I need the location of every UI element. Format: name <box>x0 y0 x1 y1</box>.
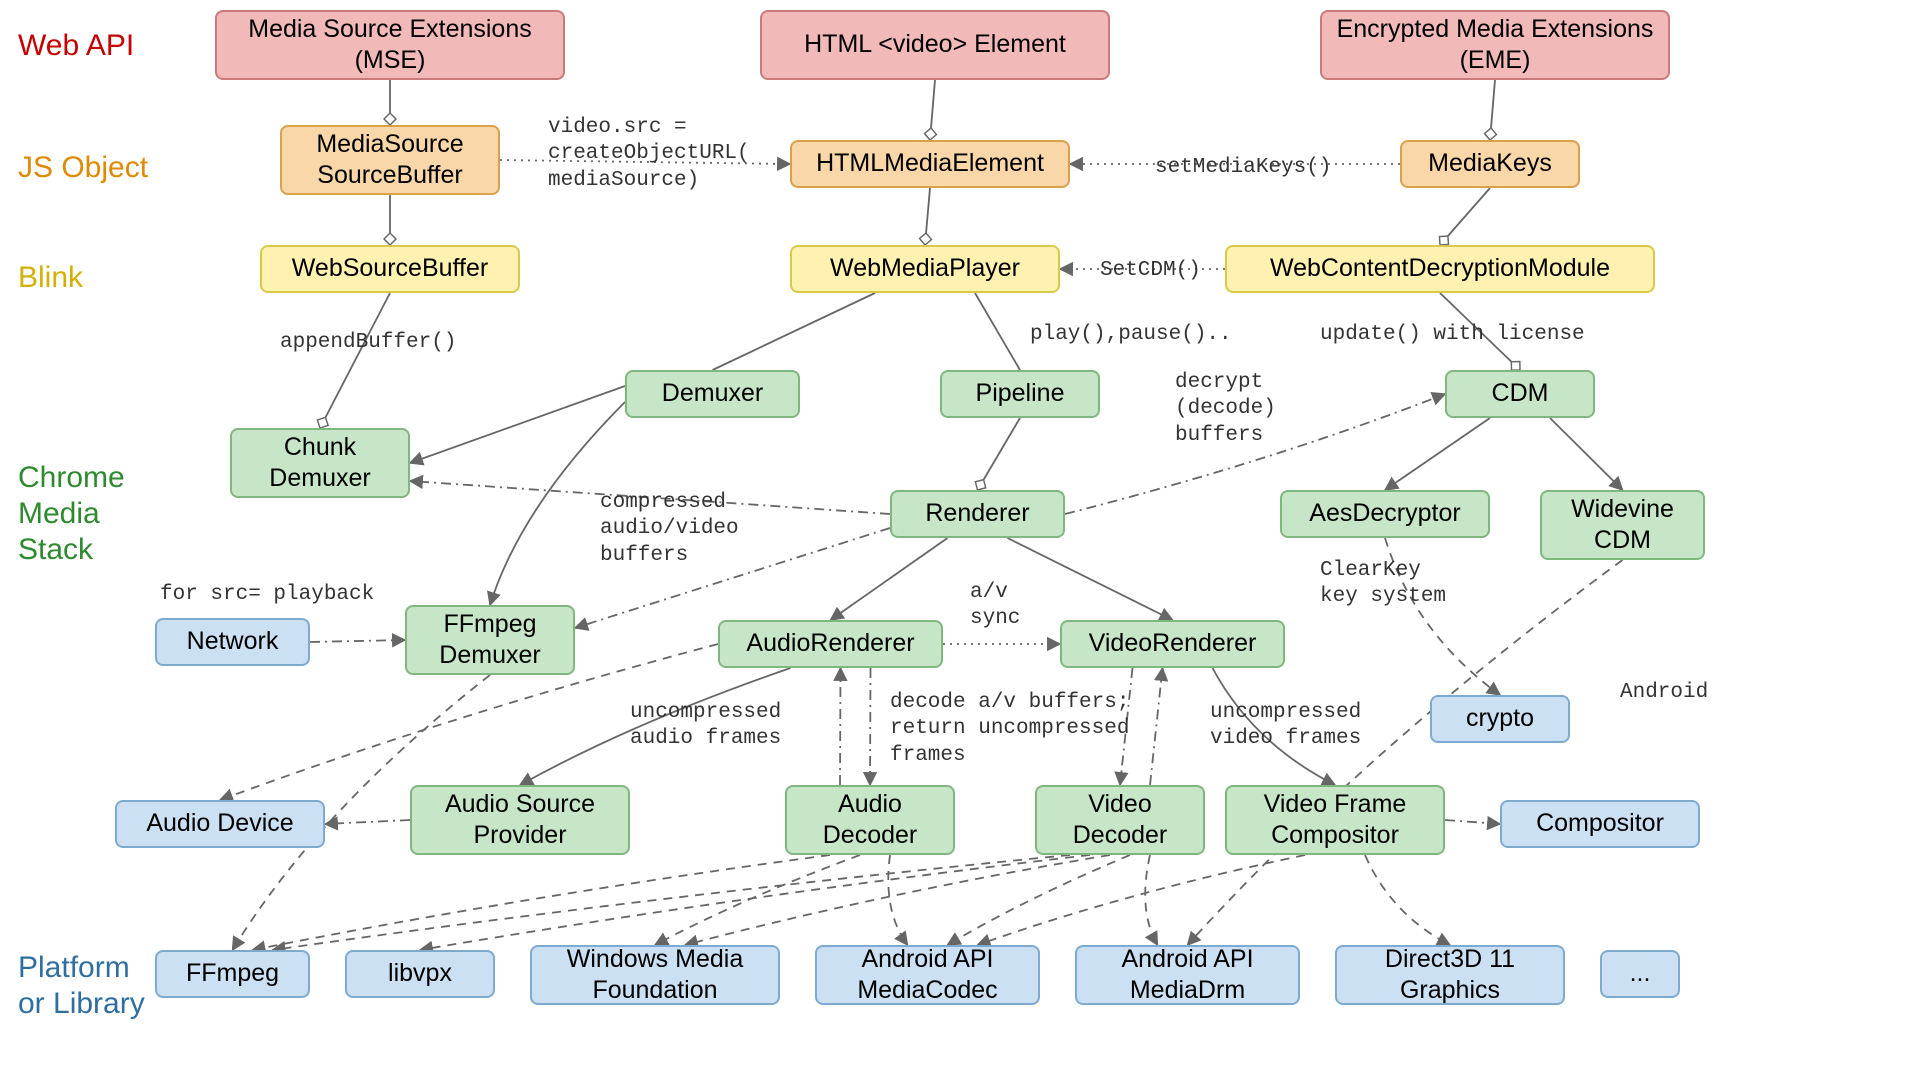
edge-wmp-to-pipeline <box>975 293 1020 370</box>
edge-label-el-setcdm: SetCDM() <box>1100 258 1201 284</box>
edge-asp-to-audiodev <box>325 820 410 824</box>
edge-audiodec-to-amc <box>888 855 907 945</box>
edge-videodec-to-amd <box>1145 855 1157 945</box>
edge-eme-to-mediakeys <box>1490 80 1495 140</box>
node-eme: Encrypted Media Extensions (EME) <box>1320 10 1670 80</box>
node-mse: Media Source Extensions (MSE) <box>215 10 565 80</box>
edge-label-el-src: for src= playback <box>160 582 374 608</box>
edge-audiodec-to-ffmpeg <box>253 855 831 950</box>
node-ffmpegdmx: FFmpeg Demuxer <box>405 605 575 675</box>
edge-label-el-decrypt: decrypt (decode) buffers <box>1175 370 1276 449</box>
edge-video-el-to-html-me <box>930 80 935 140</box>
edge-audiodec-to-audiorend <box>840 668 841 785</box>
edge-cdm-to-aesdec <box>1385 418 1490 490</box>
node-chunkdmx: Chunk Demuxer <box>230 428 410 498</box>
edge-label-el-compressed: compressed audio/video buffers <box>600 490 739 569</box>
edge-wsb-to-chunkdmx <box>320 293 390 428</box>
layer-label-blink: Blink <box>18 260 83 296</box>
edge-cdm-to-widevine <box>1550 418 1623 490</box>
node-wcdm: WebContentDecryptionModule <box>1225 245 1655 293</box>
edge-label-el-playpause: play(),pause().. <box>1030 322 1232 348</box>
node-asp: Audio Source Provider <box>410 785 630 855</box>
edge-pipeline-to-renderer <box>978 418 1021 490</box>
node-d3d11: Direct3D 11 Graphics <box>1335 945 1565 1005</box>
edge-videodec-to-videorend <box>1150 668 1163 785</box>
edge-widevine-to-amd <box>1188 560 1623 945</box>
node-vfc: Video Frame Compositor <box>1225 785 1445 855</box>
edge-demuxer-to-chunkdmx <box>410 386 625 463</box>
node-mediakeys: MediaKeys <box>1400 140 1580 188</box>
diagram-canvas: Web API JS Object Blink Chrome Media Stack P… <box>0 0 1920 1078</box>
edge-mediakeys-to-wcdm <box>1440 188 1490 245</box>
edge-videodec-to-wmf <box>685 855 1110 945</box>
node-videodec: Video Decoder <box>1035 785 1205 855</box>
node-video-el: HTML <video> Element <box>760 10 1110 80</box>
edge-label-el-append: appendBuffer() <box>280 330 456 356</box>
node-ms-sb: MediaSource SourceBuffer <box>280 125 500 195</box>
node-libvpx: libvpx <box>345 950 495 998</box>
edge-label-el-avsync: a/v sync <box>970 580 1020 633</box>
node-html-me: HTMLMediaElement <box>790 140 1070 188</box>
edge-audiodec-to-wmf <box>655 855 860 945</box>
node-audiodev: Audio Device <box>115 800 325 848</box>
layer-label-web-api: Web API <box>18 28 134 64</box>
edge-label-el-android: Android <box>1620 680 1708 706</box>
layer-label-platform: Platform or Library <box>18 950 145 1022</box>
node-network: Network <box>155 618 310 666</box>
node-amd: Android API MediaDrm <box>1075 945 1300 1005</box>
node-widevine: Widevine CDM <box>1540 490 1705 560</box>
edge-label-el-uaf: uncompressed audio frames <box>630 700 781 753</box>
node-wmp: WebMediaPlayer <box>790 245 1060 293</box>
node-audiorend: AudioRenderer <box>718 620 943 668</box>
node-videorend: VideoRenderer <box>1060 620 1285 668</box>
edge-vfc-to-d3d11 <box>1365 855 1450 945</box>
node-wmf: Windows Media Foundation <box>530 945 780 1005</box>
node-more: ... <box>1600 950 1680 998</box>
node-compositor: Compositor <box>1500 800 1700 848</box>
edge-renderer-to-audiorend <box>831 538 948 620</box>
edge-label-el-clearkey: ClearKey key system <box>1320 558 1446 611</box>
layer-label-stack: Chrome Media Stack <box>18 460 125 568</box>
node-pipeline: Pipeline <box>940 370 1100 418</box>
node-crypto: crypto <box>1430 695 1570 743</box>
node-wsb: WebSourceBuffer <box>260 245 520 293</box>
layer-label-js-object: JS Object <box>18 150 148 186</box>
edge-videodec-to-ffmpeg <box>273 855 1071 950</box>
node-audiodec: Audio Decoder <box>785 785 955 855</box>
edge-videodec-to-libvpx <box>420 855 1090 950</box>
node-ffmpeg: FFmpeg <box>155 950 310 998</box>
edge-vfc-to-amc <box>978 855 1306 945</box>
edge-label-el-update: update() with license <box>1320 322 1585 348</box>
edge-videodec-to-amc <box>948 855 1131 945</box>
node-cdm: CDM <box>1445 370 1595 418</box>
node-demuxer: Demuxer <box>625 370 800 418</box>
edge-vfc-to-compositor <box>1445 820 1500 824</box>
edge-audiorend-to-audiodec <box>870 668 871 785</box>
edge-html-me-to-wmp <box>925 188 930 245</box>
edge-label-el-uvf: uncompressed video frames <box>1210 700 1361 753</box>
edge-wmp-to-demuxer <box>713 293 876 370</box>
edge-label-el-decret: decode a/v buffers; return uncompressed … <box>890 690 1129 769</box>
node-amc: Android API MediaCodec <box>815 945 1040 1005</box>
node-renderer: Renderer <box>890 490 1065 538</box>
node-aesdec: AesDecryptor <box>1280 490 1490 538</box>
edge-label-el-setmk: setMediaKeys() <box>1155 155 1331 181</box>
edge-label-el-createurl: video.src = createObjectURL( mediaSource… <box>548 115 750 194</box>
edge-renderer-to-videorend <box>1008 538 1173 620</box>
edge-network-to-ffmpegdmx <box>310 640 405 642</box>
